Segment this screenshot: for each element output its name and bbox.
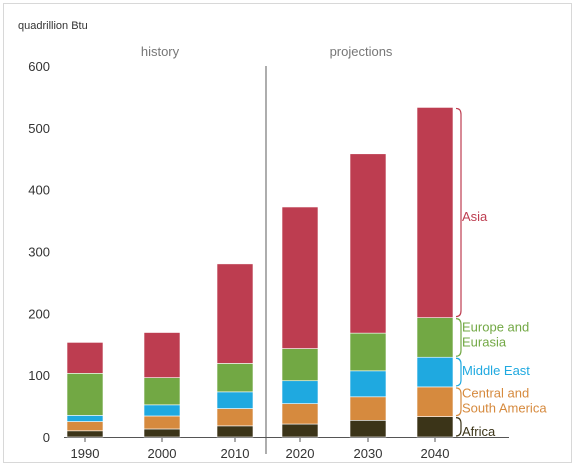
- bar-segment-central-and-south-america-2010: [216, 408, 254, 427]
- bar-segment-middle-east-2000: [143, 404, 181, 417]
- bar-segment-middle-east-2040: [416, 356, 454, 388]
- x-tick-label: 2040: [421, 446, 450, 461]
- legend-label-line: Europe and: [462, 320, 529, 335]
- y-tick-label: 400: [28, 183, 50, 198]
- legend-label-europe-and-eurasia: Europe and Eurasia: [462, 320, 529, 350]
- bracket-asia: [455, 107, 462, 318]
- bar-segment-middle-east-1990: [66, 415, 104, 422]
- bar-segment-asia-1990: [66, 342, 104, 374]
- bar-segment-central-and-south-america-2030: [349, 396, 387, 421]
- bar-segment-middle-east-2010: [216, 391, 254, 409]
- y-tick-label: 300: [28, 245, 50, 260]
- bar-segment-africa-2020: [281, 423, 319, 438]
- bar-segment-africa-2010: [216, 425, 254, 438]
- y-tick-label: 0: [43, 430, 50, 445]
- legend-label-africa: Africa: [462, 424, 496, 439]
- legend-label-line: South America: [462, 401, 547, 416]
- bar-segment-middle-east-2020: [281, 380, 319, 404]
- bracket-africa: [455, 416, 462, 437]
- bar-segment-asia-2000: [143, 332, 181, 378]
- legend-label-middle-east: Middle East: [462, 363, 530, 378]
- x-tick-label: 2030: [354, 446, 383, 461]
- legend-label-central-and-south-america: Central and South America: [462, 386, 547, 416]
- bar-segment-africa-2030: [349, 420, 387, 438]
- bar-segment-europe-and-eurasia-2010: [216, 363, 254, 393]
- bar-segment-africa-2000: [143, 428, 181, 438]
- bar-segment-europe-and-eurasia-2000: [143, 377, 181, 406]
- bracket-europe-and-eurasia: [455, 318, 462, 357]
- bar-segment-africa-2040: [416, 416, 454, 438]
- chart-frame: quadrillion Btu history projections 0 100 200…: [3, 3, 572, 463]
- x-tick-label: 2010: [221, 446, 250, 461]
- projections-label: projections: [330, 44, 393, 59]
- bar-segment-asia-2040: [416, 107, 454, 318]
- bar-segment-europe-and-eurasia-1990: [66, 373, 104, 416]
- x-tick-label: 1990: [71, 446, 100, 461]
- y-tick-label: 200: [28, 306, 50, 321]
- x-tick-label: 2000: [148, 446, 177, 461]
- y-tick-label: 500: [28, 121, 50, 136]
- bar-segment-europe-and-eurasia-2030: [349, 332, 387, 372]
- bar-segment-central-and-south-america-1990: [66, 421, 104, 432]
- bar-segment-central-and-south-america-2040: [416, 386, 454, 417]
- bracket-middle-east: [455, 357, 462, 387]
- legend-label-line: Central and: [462, 386, 529, 401]
- bar-segment-middle-east-2030: [349, 370, 387, 398]
- bar-segment-asia-2020: [281, 206, 319, 349]
- bar-segment-europe-and-eurasia-2040: [416, 317, 454, 358]
- y-tick-label: 100: [28, 368, 50, 383]
- bar-segment-africa-1990: [66, 430, 104, 438]
- legend-label-line: Eurasia: [462, 335, 507, 350]
- history-label: history: [141, 44, 180, 59]
- bar-segment-asia-2030: [349, 153, 387, 334]
- bar-segment-asia-2010: [216, 263, 254, 364]
- bracket-central-and-south-america: [455, 387, 462, 417]
- legend-label-line: Africa: [462, 424, 496, 439]
- stacked-bar-chart: quadrillion Btu history projections 0 100 200…: [18, 20, 547, 461]
- legend-label-line: Asia: [462, 209, 488, 224]
- legend-label-asia: Asia: [462, 209, 488, 224]
- legend-label-line: Middle East: [462, 363, 530, 378]
- x-tick-label: 2020: [286, 446, 315, 461]
- unit-label: quadrillion Btu: [18, 20, 88, 32]
- bar-segment-central-and-south-america-2020: [281, 403, 319, 425]
- y-tick-label: 600: [28, 59, 50, 74]
- bar-segment-central-and-south-america-2000: [143, 415, 181, 430]
- bar-segment-europe-and-eurasia-2020: [281, 348, 319, 382]
